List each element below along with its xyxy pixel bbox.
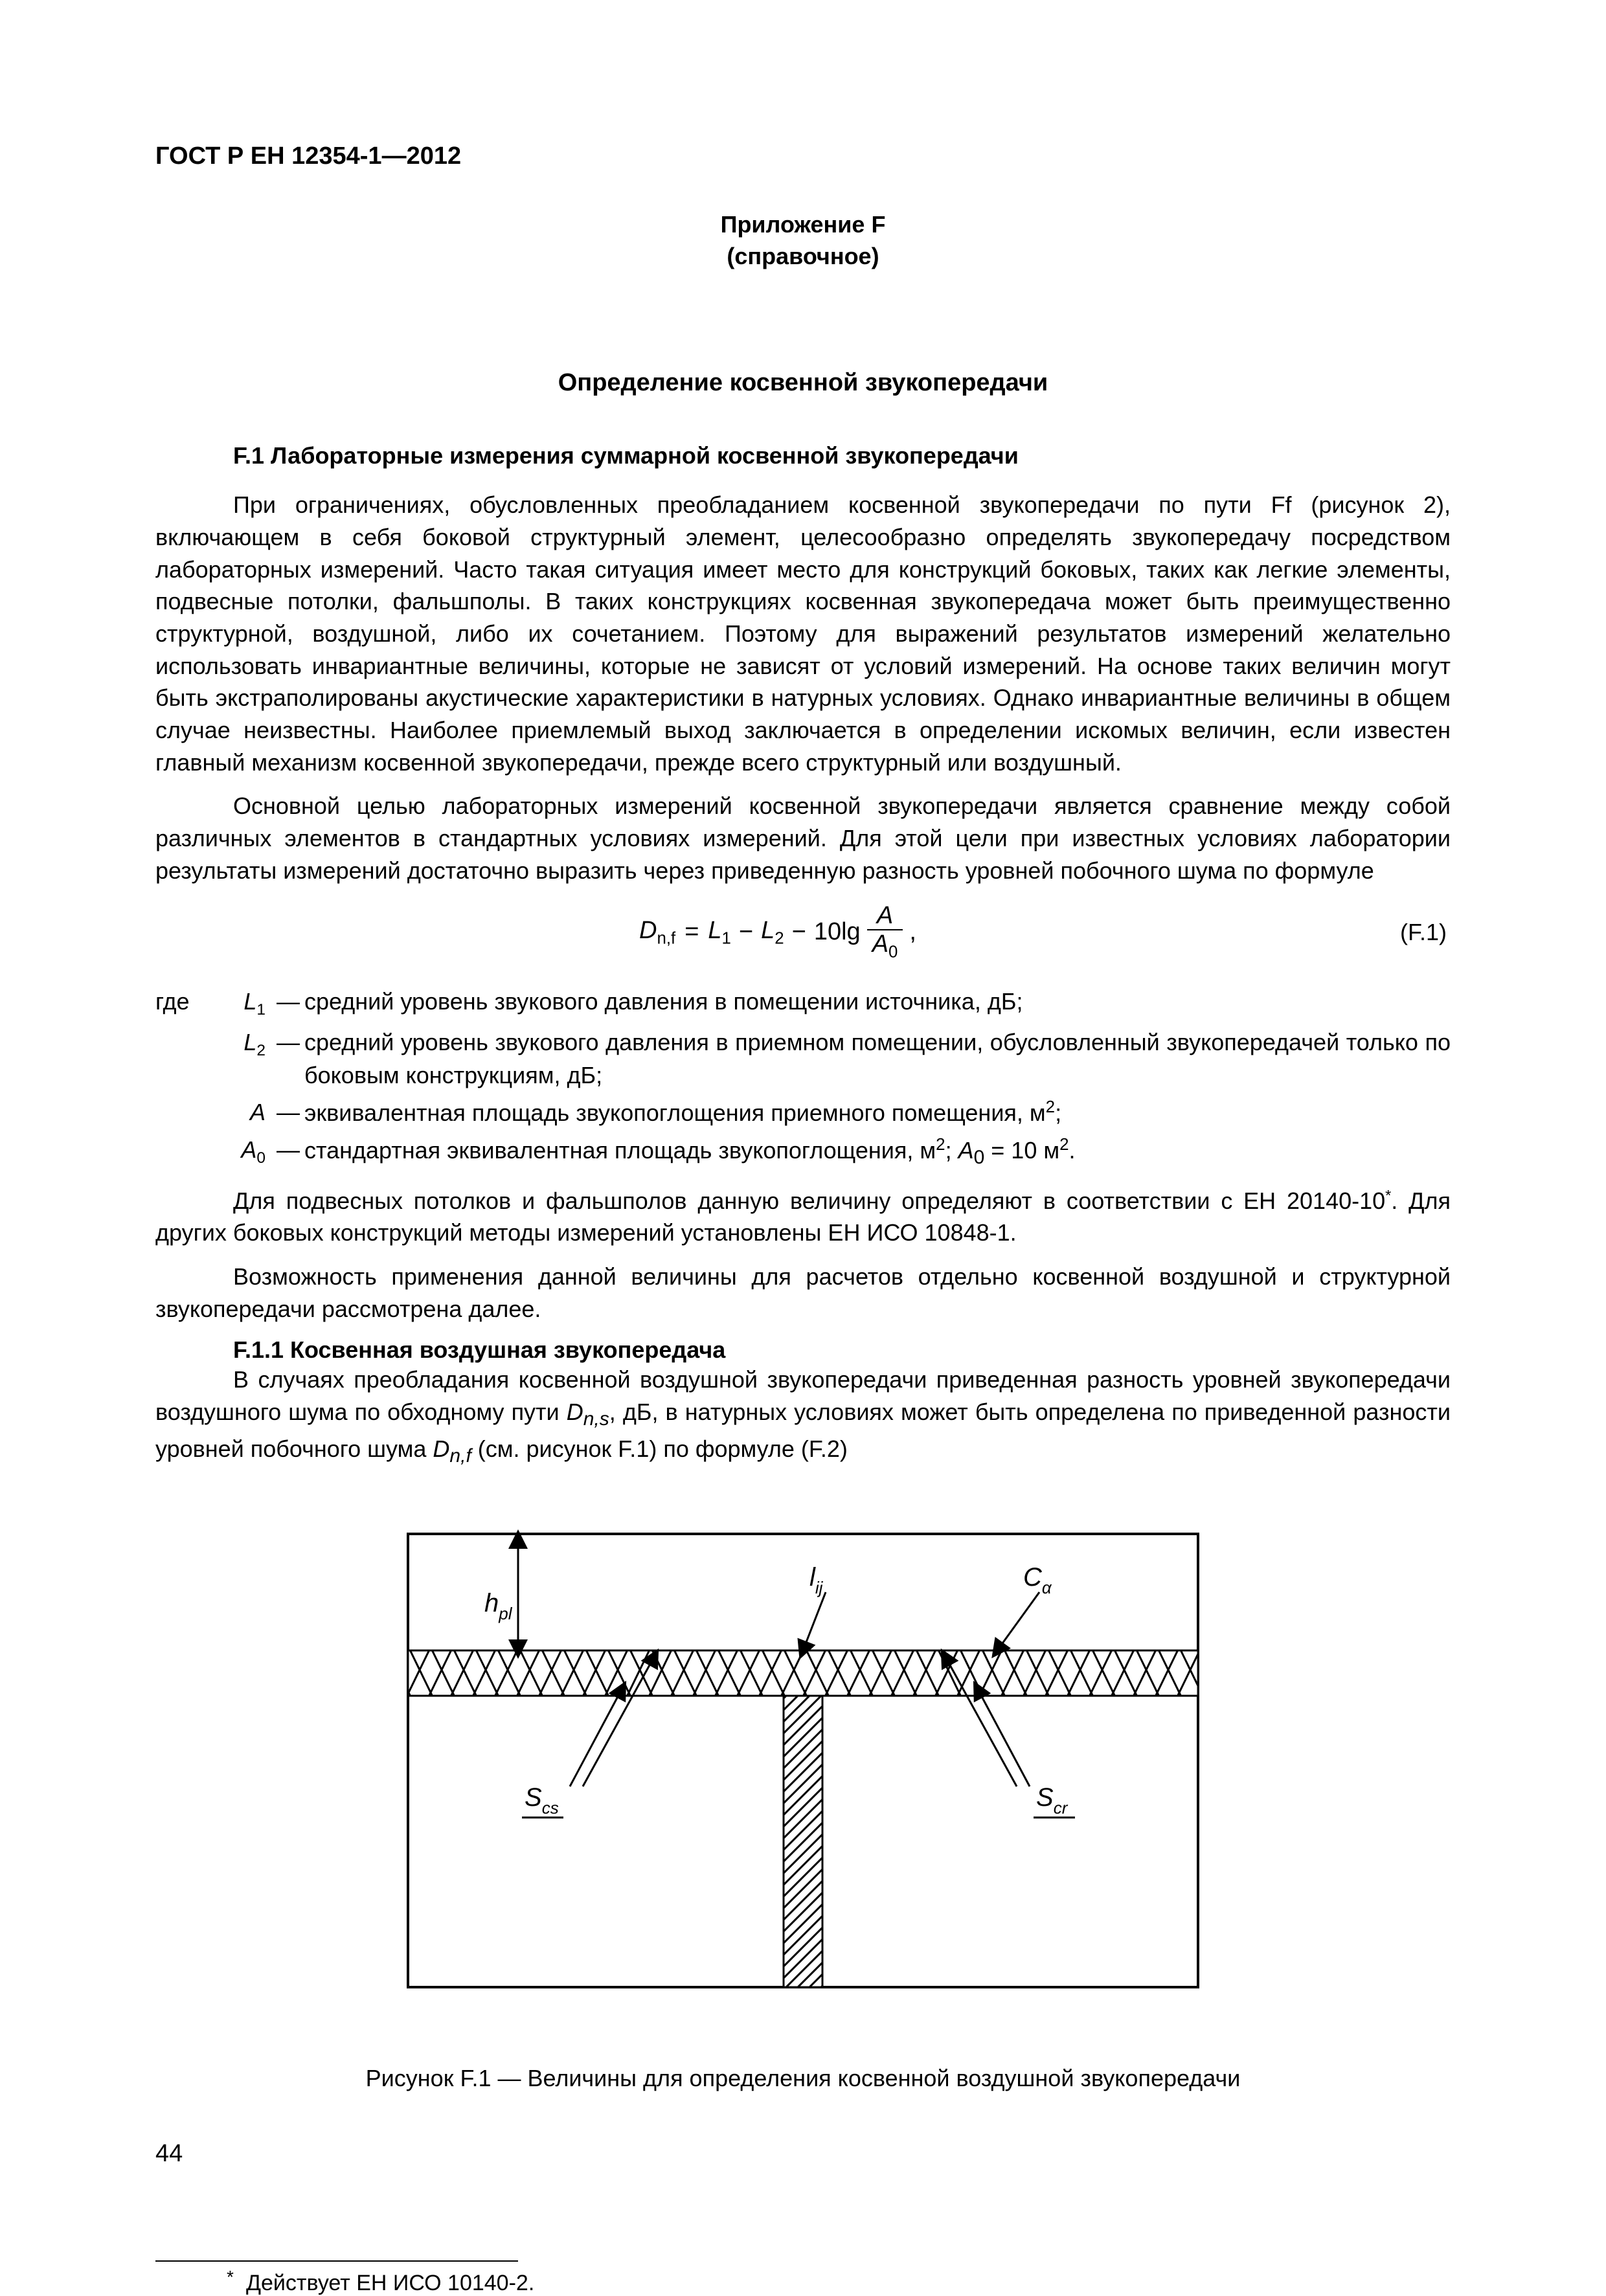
- svg-text:hpl: hpl: [484, 1589, 513, 1623]
- footnote-text: Действует ЕН ИСО 10140-2.: [246, 2271, 534, 2295]
- where-row: L2—средний уровень звукового давления в …: [155, 1026, 1451, 1092]
- appendix-title: Приложение F: [155, 209, 1451, 241]
- paragraph-5: В случаях преобладания косвенной воздушн…: [155, 1364, 1451, 1469]
- paragraph-3: Для подвесных потолков и фальшполов данн…: [155, 1185, 1451, 1249]
- document-header: ГОСТ Р ЕН 12354-1—2012: [155, 142, 1451, 170]
- paragraph-2: Основной целью лабораторных измерений ко…: [155, 790, 1451, 886]
- figure-f1: hpl lij Cα Scs Scr: [155, 1489, 1451, 2020]
- appendix-heading: Приложение F (справочное): [155, 209, 1451, 272]
- formula-expression: Dn,f = L1 − L2 − 10lg A A0 ,: [639, 902, 916, 962]
- figure-f1-svg: hpl lij Cα Scs Scr: [376, 1489, 1230, 2020]
- footnote: * Действует ЕН ИСО 10140-2.: [155, 2271, 1451, 2296]
- appendix-note: (справочное): [155, 241, 1451, 273]
- section-f11-title: F.1.1 Косвенная воздушная звукопередача: [155, 1336, 1451, 1364]
- where-row: гдеL1—средний уровень звукового давления…: [155, 985, 1451, 1022]
- paragraph-4: Возможность применения данной величины д…: [155, 1261, 1451, 1325]
- where-list: гдеL1—средний уровень звукового давления…: [155, 985, 1451, 1172]
- formula-f1: Dn,f = L1 − L2 − 10lg A A0 , (F.1): [155, 902, 1451, 962]
- svg-text:Scr: Scr: [1036, 1783, 1069, 1818]
- footnote-marker: *: [227, 2267, 234, 2288]
- svg-text:Cα: Cα: [1023, 1563, 1052, 1597]
- figure-caption: Рисунок F.1 — Величины для определения к…: [155, 2065, 1451, 2092]
- svg-text:Scs: Scs: [525, 1783, 559, 1818]
- where-row: A—эквивалентная площадь звукопоглощения …: [155, 1096, 1451, 1129]
- section-f1-title: F.1 Лабораторные измерения суммарной кос…: [155, 442, 1451, 469]
- paragraph-1: При ограничениях, обусловленных преоблад…: [155, 489, 1451, 778]
- main-title: Определение косвенной звукопередачи: [155, 369, 1451, 397]
- page-number: 44: [155, 2140, 183, 2168]
- footnote-separator: [155, 2260, 518, 2262]
- where-row: A0—стандартная эквивалентная площадь зву…: [155, 1133, 1451, 1172]
- formula-number: (F.1): [1400, 919, 1451, 946]
- svg-text:lij: lij: [809, 1563, 824, 1597]
